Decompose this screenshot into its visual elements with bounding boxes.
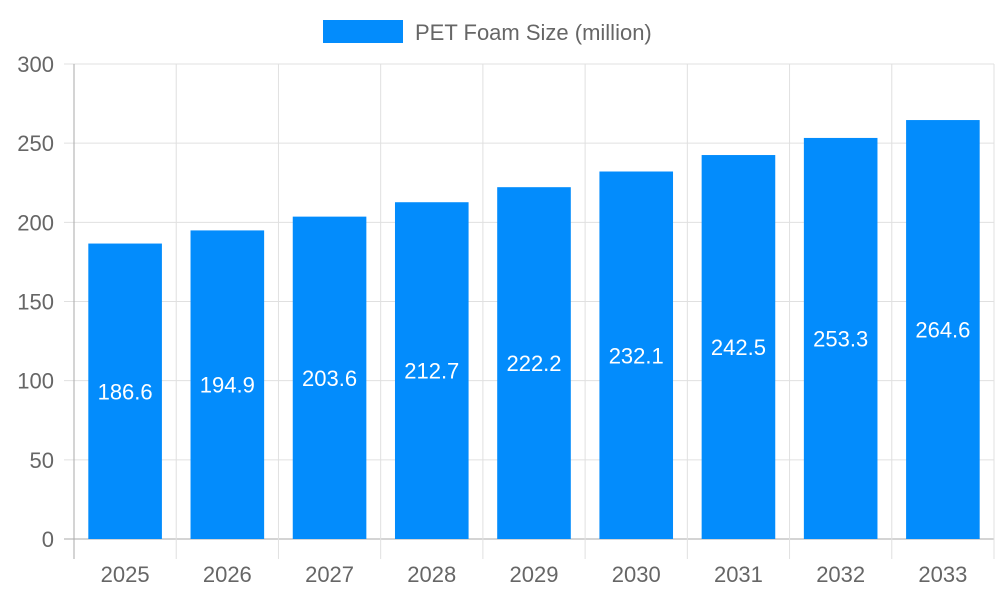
x-tick-label: 2033	[918, 562, 967, 587]
data-label: 186.6	[98, 379, 153, 404]
data-label: 194.9	[200, 373, 255, 398]
data-label: 253.3	[813, 326, 868, 351]
legend[interactable]: PET Foam Size (million)	[323, 20, 652, 45]
bars: 186.6 194.9 203.6 212.7 222.2 232.1 242.5 253.3…	[88, 120, 980, 540]
legend-label: PET Foam Size (million)	[415, 20, 652, 45]
y-tick-label: 150	[17, 290, 54, 315]
x-tick-label: 2026	[203, 562, 252, 587]
bar	[88, 243, 162, 540]
x-tick-label: 2028	[407, 562, 456, 587]
bar	[906, 120, 980, 540]
data-label: 264.6	[915, 318, 970, 343]
y-tick-label: 100	[17, 369, 54, 394]
legend-swatch	[323, 20, 403, 43]
data-label: 232.1	[609, 343, 664, 368]
data-label: 212.7	[404, 359, 459, 384]
axes: 0 50 100 150 200 250 300 2025 2026 2027 2028 2029 20…	[17, 52, 967, 587]
bar	[190, 230, 265, 540]
y-tick-label: 0	[42, 527, 54, 552]
y-tick-label: 200	[17, 210, 54, 235]
data-label: 222.2	[506, 351, 561, 376]
bar	[599, 171, 674, 539]
data-label: 203.6	[302, 366, 357, 391]
bar	[292, 216, 367, 539]
x-tick-label: 2029	[510, 562, 559, 587]
x-tick-label: 2025	[101, 562, 150, 587]
y-tick-label: 50	[30, 448, 54, 473]
x-tick-label: 2030	[612, 562, 661, 587]
data-label: 242.5	[711, 335, 766, 360]
bar	[394, 202, 469, 539]
bar	[803, 137, 878, 540]
y-tick-label: 300	[17, 52, 54, 77]
x-tick-label: 2032	[816, 562, 865, 587]
y-tick-label: 250	[17, 131, 54, 156]
bar	[701, 155, 776, 539]
x-tick-label: 2031	[714, 562, 763, 587]
bar	[497, 187, 571, 539]
x-tick-label: 2027	[305, 562, 354, 587]
